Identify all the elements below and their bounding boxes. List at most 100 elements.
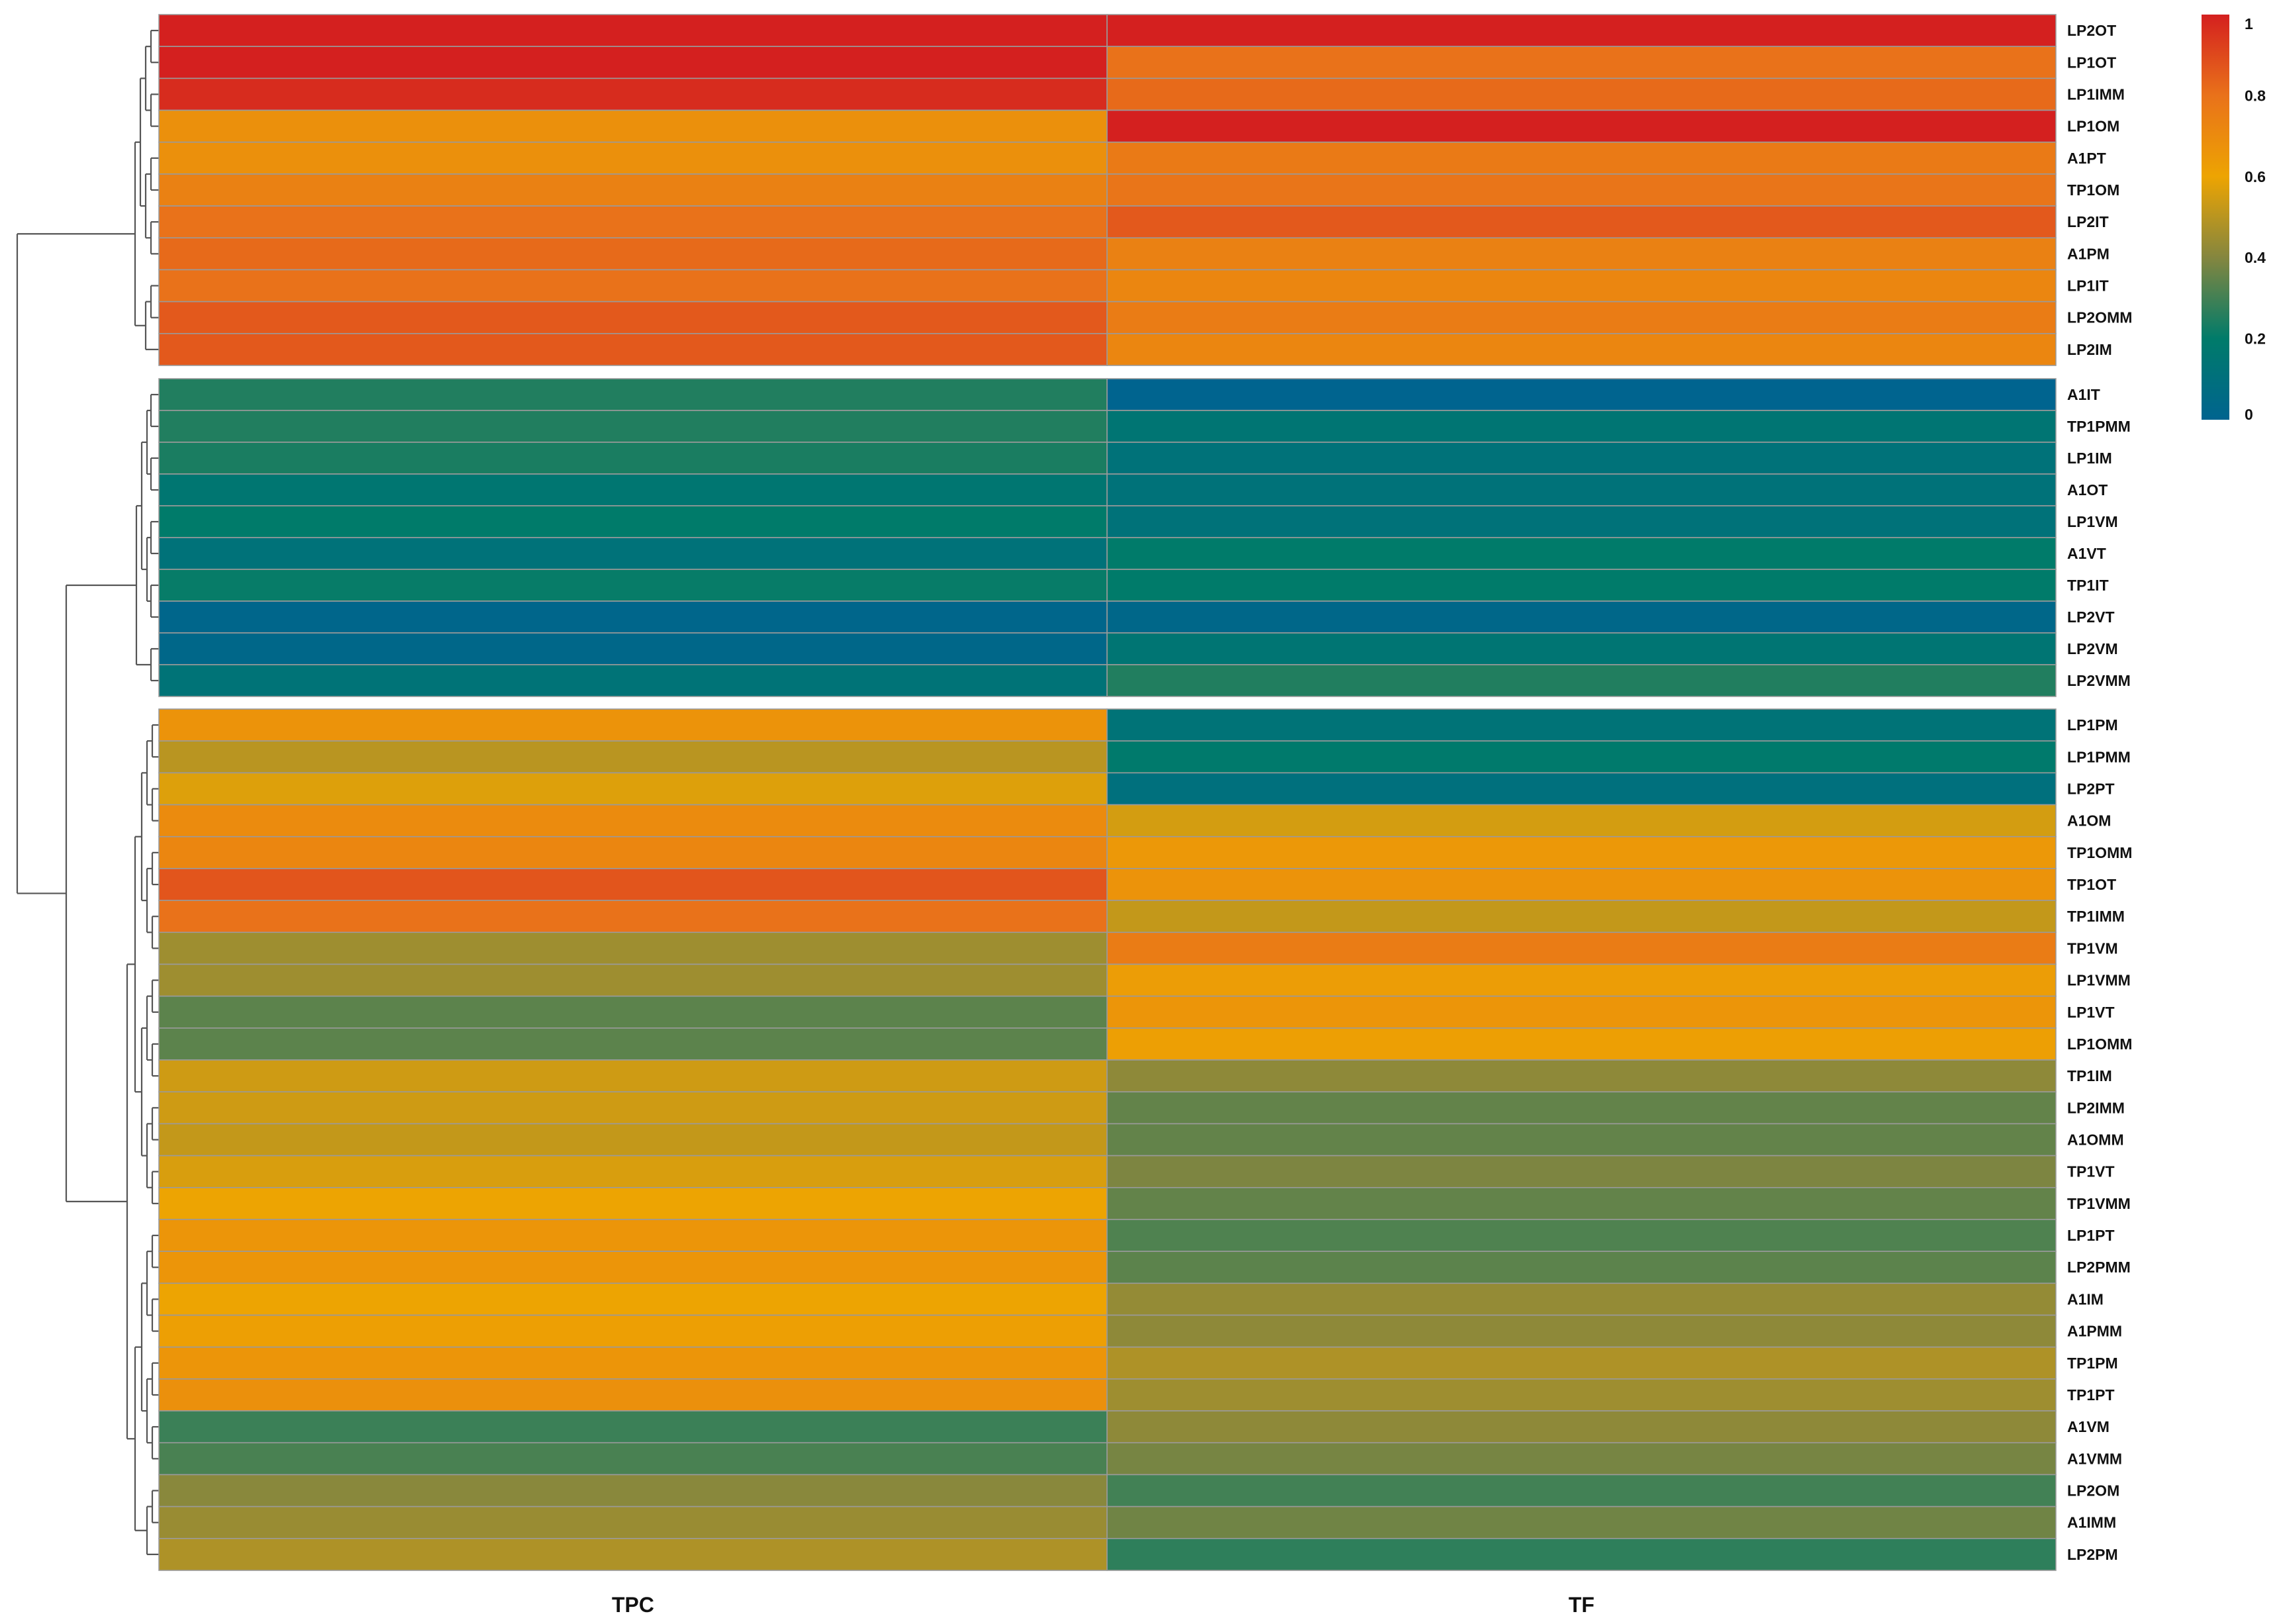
- heatmap-cell: [1106, 46, 2057, 79]
- colorbar-gradient: [2202, 15, 2229, 420]
- row-label: LP2OT: [2067, 22, 2116, 39]
- row-label: LP2VT: [2067, 608, 2115, 626]
- row-label: A1OM: [2067, 812, 2111, 830]
- heatmap-cell: [158, 1378, 1108, 1411]
- row-label: LP1IT: [2067, 277, 2109, 295]
- heatmap-cell: [158, 740, 1108, 774]
- heatmap-cell: [158, 473, 1108, 506]
- heatmap-cell: [1106, 378, 2057, 411]
- heatmap-cell: [158, 569, 1108, 602]
- heatmap-cell: [1106, 1442, 2057, 1476]
- heatmap-cell: [1106, 900, 2057, 933]
- heatmap-cell: [1106, 1474, 2057, 1507]
- heatmap-cell: [1106, 1219, 2057, 1252]
- heatmap-cell: [1106, 569, 2057, 602]
- heatmap-cell: [158, 1538, 1108, 1571]
- heatmap-cell: [1106, 1346, 2057, 1380]
- row-label: LP1PM: [2067, 716, 2118, 734]
- row-label: TP1PMM: [2067, 418, 2131, 435]
- row-label: TP1IM: [2067, 1067, 2112, 1084]
- colorbar-tick-label: 0.8: [2245, 87, 2266, 104]
- heatmap-cell: [158, 109, 1108, 143]
- heatmap-cell: [158, 632, 1108, 665]
- row-label: A1VM: [2067, 1418, 2110, 1435]
- row-label: TP1OM: [2067, 181, 2119, 199]
- heatmap-cell: [1106, 600, 2057, 634]
- heatmap-cell: [158, 1442, 1108, 1476]
- row-label: LP2IM: [2067, 341, 2112, 358]
- heatmap-cell: [1106, 740, 2057, 774]
- heatmap-cell: [1106, 804, 2057, 837]
- heatmap-cell: [1106, 1091, 2057, 1125]
- row-label: LP2OMM: [2067, 309, 2132, 326]
- row-label: TP1VM: [2067, 939, 2118, 957]
- heatmap-cell: [1106, 1505, 2057, 1539]
- row-label: LP1IMM: [2067, 86, 2125, 103]
- heatmap-cell: [1106, 237, 2057, 271]
- heatmap-cell: [1106, 1282, 2057, 1316]
- heatmap-cell: [158, 1155, 1108, 1188]
- heatmap-cell: [158, 505, 1108, 538]
- heatmap-cell: [158, 537, 1108, 570]
- row-label: A1VMM: [2067, 1450, 2122, 1467]
- heatmap-cell: [158, 1027, 1108, 1061]
- colorbar-tick-label: 1: [2245, 15, 2253, 32]
- row-label: LP1IM: [2067, 450, 2112, 467]
- row-label: LP2PM: [2067, 1546, 2118, 1563]
- heatmap-cell: [158, 836, 1108, 869]
- row-dendrogram: [16, 29, 159, 1556]
- row-labels: LP2OT LP1OT LP1IMM LP1OM A1PT TP1OM LP2IT A1PM L…: [2067, 22, 2132, 1563]
- heatmap-cell: [158, 46, 1108, 79]
- row-label: LP1PT: [2067, 1227, 2115, 1244]
- heatmap-cell: [158, 772, 1108, 806]
- heatmap-cell: [1106, 14, 2057, 47]
- heatmap-cell: [1106, 1314, 2057, 1348]
- colorbar-tick-label: 0: [2245, 406, 2253, 423]
- heatmap-cell: [1106, 1027, 2057, 1061]
- row-label: LP1OM: [2067, 118, 2119, 135]
- heatmap-cell: [1106, 931, 2057, 965]
- heatmap-cell: [158, 378, 1108, 411]
- heatmap-cell: [1106, 1251, 2057, 1284]
- heatmap-cell: [1106, 301, 2057, 334]
- heatmap-cell: [1106, 868, 2057, 901]
- heatmap-cell: [158, 173, 1108, 207]
- heatmap-cell: [1106, 1155, 2057, 1188]
- heatmap-cell: [1106, 1410, 2057, 1444]
- heatmap-cell: [1106, 333, 2057, 366]
- heatmap-cell: [158, 1505, 1108, 1539]
- heatmap-cell: [158, 1474, 1108, 1507]
- row-label: LP1PMM: [2067, 748, 2131, 765]
- heatmap-cell: [158, 1282, 1108, 1316]
- heatmap-cell: [158, 1410, 1108, 1444]
- row-label: A1IM: [2067, 1290, 2104, 1308]
- row-label: A1PMM: [2067, 1323, 2122, 1340]
- row-label: TP1VMM: [2067, 1195, 2131, 1212]
- row-label: LP1OMM: [2067, 1035, 2132, 1053]
- heatmap-cell: [1106, 836, 2057, 869]
- heatmap-cell: [158, 141, 1108, 175]
- heatmap-cell: [1106, 632, 2057, 665]
- row-label: LP1VT: [2067, 1004, 2115, 1021]
- heatmap-cell: [1106, 109, 2057, 143]
- heatmap-cell: [1106, 1378, 2057, 1411]
- row-label: TP1VT: [2067, 1163, 2115, 1180]
- row-label: LP1OT: [2067, 54, 2116, 71]
- heatmap-cell: [1106, 173, 2057, 207]
- row-label: TP1PM: [2067, 1355, 2118, 1372]
- row-label: LP2VMM: [2067, 672, 2131, 689]
- colorbar-tick-label: 0.4: [2245, 249, 2266, 266]
- row-label: A1PT: [2067, 150, 2106, 167]
- row-label: LP2IMM: [2067, 1099, 2125, 1116]
- heatmap-cell: [158, 269, 1108, 303]
- colorbar-tick-label: 0.2: [2245, 330, 2266, 348]
- heatmap-cell: [158, 1186, 1108, 1220]
- heatmap-cell: [158, 868, 1108, 901]
- row-label: TP1OT: [2067, 876, 2116, 893]
- row-label: A1IMM: [2067, 1514, 2116, 1531]
- heatmap-cell: [158, 995, 1108, 1029]
- heatmap-cell: [1106, 473, 2057, 506]
- row-label: A1PM: [2067, 245, 2110, 262]
- heatmap-cell: [158, 600, 1108, 634]
